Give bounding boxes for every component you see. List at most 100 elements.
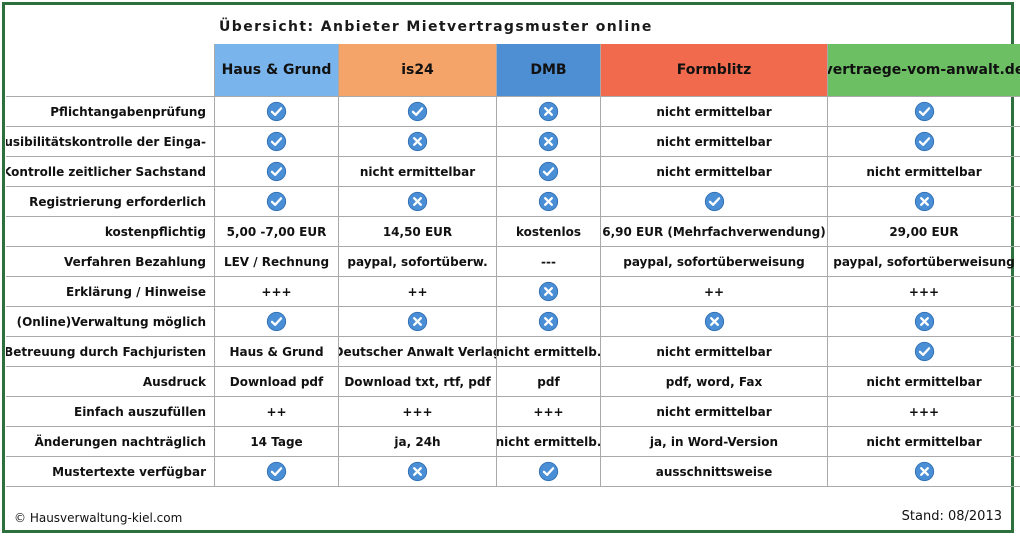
table-cell <box>497 97 600 127</box>
table-cell <box>497 277 600 307</box>
header-corner <box>6 44 214 97</box>
provider-header: is24 <box>339 44 496 97</box>
check-circle-icon <box>407 101 428 122</box>
table-cell: nicht ermittelbar <box>601 337 827 367</box>
table-cell: nicht ermittelb. <box>497 337 600 367</box>
table-cell <box>828 127 1020 157</box>
table-cell: 14 Tage <box>215 427 338 457</box>
provider-header: Haus & Grund <box>215 44 338 97</box>
row-label: Betreuung durch Fachjuristen <box>6 337 214 367</box>
column-divider <box>600 44 601 487</box>
check-circle-icon <box>266 461 287 482</box>
table-cell: pdf, word, Fax <box>601 367 827 397</box>
check-circle-icon <box>914 131 934 152</box>
provider-header: vertraege-vom-anwalt.de <box>828 44 1020 97</box>
table-cell: --- <box>497 247 600 277</box>
row-label: Verfahren Bezahlung <box>6 247 214 277</box>
cross-circle-icon <box>538 101 559 122</box>
table-cell: 6,90 EUR (Mehrfachverwendung) <box>601 217 827 247</box>
table-cell: nicht ermittelbar <box>339 157 496 187</box>
table-cell <box>828 307 1020 337</box>
copyright-footer: © Hausverwaltung-kiel.com <box>14 511 183 525</box>
table-cell: +++ <box>215 277 338 307</box>
check-circle-icon <box>538 161 559 182</box>
table-cell <box>497 307 600 337</box>
table-cell <box>339 457 496 487</box>
column-divider <box>214 44 215 487</box>
table-cell <box>497 457 600 487</box>
row-label: Kontrolle zeitlicher Sachstand <box>6 157 214 187</box>
cross-circle-icon <box>538 311 559 332</box>
column-divider <box>338 44 339 487</box>
table-cell: nicht ermittelbar <box>828 427 1020 457</box>
table-cell: ja, 24h <box>339 427 496 457</box>
table-cell: ++ <box>601 277 827 307</box>
cross-circle-icon <box>914 461 934 482</box>
check-circle-icon <box>266 131 287 152</box>
table-cell: paypal, sofortüberw. <box>339 247 496 277</box>
row-label: kostenpflichtig <box>6 217 214 247</box>
cross-circle-icon <box>407 461 428 482</box>
cross-circle-icon <box>914 191 934 212</box>
table-cell: ++ <box>215 397 338 427</box>
cross-circle-icon <box>538 131 559 152</box>
table-cell: +++ <box>497 397 600 427</box>
table-cell: +++ <box>339 397 496 427</box>
provider-header: Formblitz <box>601 44 827 97</box>
table-cell: ausschnittsweise <box>601 457 827 487</box>
table-cell <box>828 337 1020 367</box>
comparison-table: Haus & Grund is24 DMB Formblitz vertraege-vo… <box>6 44 1020 487</box>
table-cell <box>828 97 1020 127</box>
table-cell <box>828 187 1020 217</box>
table-cell: Deutscher Anwalt Verlag <box>339 337 496 367</box>
table-cell: pdf <box>497 367 600 397</box>
table-cell: nicht ermittelbar <box>601 157 827 187</box>
provider-header: DMB <box>497 44 600 97</box>
check-circle-icon <box>266 191 287 212</box>
cross-circle-icon <box>407 191 428 212</box>
row-label: Änderungen nachträglich <box>6 427 214 457</box>
table-cell: nicht ermittelbar <box>601 127 827 157</box>
table-cell: nicht ermittelbar <box>601 397 827 427</box>
table-cell <box>339 307 496 337</box>
table-cell <box>497 157 600 187</box>
table-cell: 14,50 EUR <box>339 217 496 247</box>
cross-circle-icon <box>538 281 559 302</box>
date-footer: Stand: 08/2013 <box>901 509 1002 524</box>
cross-circle-icon <box>914 311 934 332</box>
cross-circle-icon <box>407 311 428 332</box>
table-cell: +++ <box>828 397 1020 427</box>
cross-circle-icon <box>538 191 559 212</box>
row-label: Ausdruck <box>6 367 214 397</box>
table-cell: +++ <box>828 277 1020 307</box>
table-cell: nicht ermittelbar <box>601 97 827 127</box>
table-cell <box>601 307 827 337</box>
table-cell <box>215 187 338 217</box>
table-cell: nicht ermittelb. <box>497 427 600 457</box>
table-cell: nicht ermittelbar <box>828 367 1020 397</box>
table-cell: Download txt, rtf, pdf <box>339 367 496 397</box>
table-cell <box>215 97 338 127</box>
table-cell: 5,00 -7,00 EUR <box>215 217 338 247</box>
table-cell: nicht ermittelbar <box>828 157 1020 187</box>
column-divider <box>827 44 828 487</box>
table-cell <box>601 187 827 217</box>
table-cell: ja, in Word-Version <box>601 427 827 457</box>
row-label: Einfach auszufüllen <box>6 397 214 427</box>
table-cell <box>215 457 338 487</box>
check-circle-icon <box>704 191 724 212</box>
table-cell: paypal, sofortüberweisung <box>601 247 827 277</box>
check-circle-icon <box>914 341 934 362</box>
row-label: Mustertexte verfügbar <box>6 457 214 487</box>
table-cell <box>215 157 338 187</box>
table-cell: Haus & Grund <box>215 337 338 367</box>
check-circle-icon <box>266 101 287 122</box>
table-cell <box>339 97 496 127</box>
table-cell <box>339 127 496 157</box>
table-cell <box>339 187 496 217</box>
table-cell <box>215 307 338 337</box>
table-cell <box>828 457 1020 487</box>
row-label: Plausibilitätskontrolle der Einga- <box>6 127 214 157</box>
cross-circle-icon <box>704 311 724 332</box>
row-label: Registrierung erforderlich <box>6 187 214 217</box>
